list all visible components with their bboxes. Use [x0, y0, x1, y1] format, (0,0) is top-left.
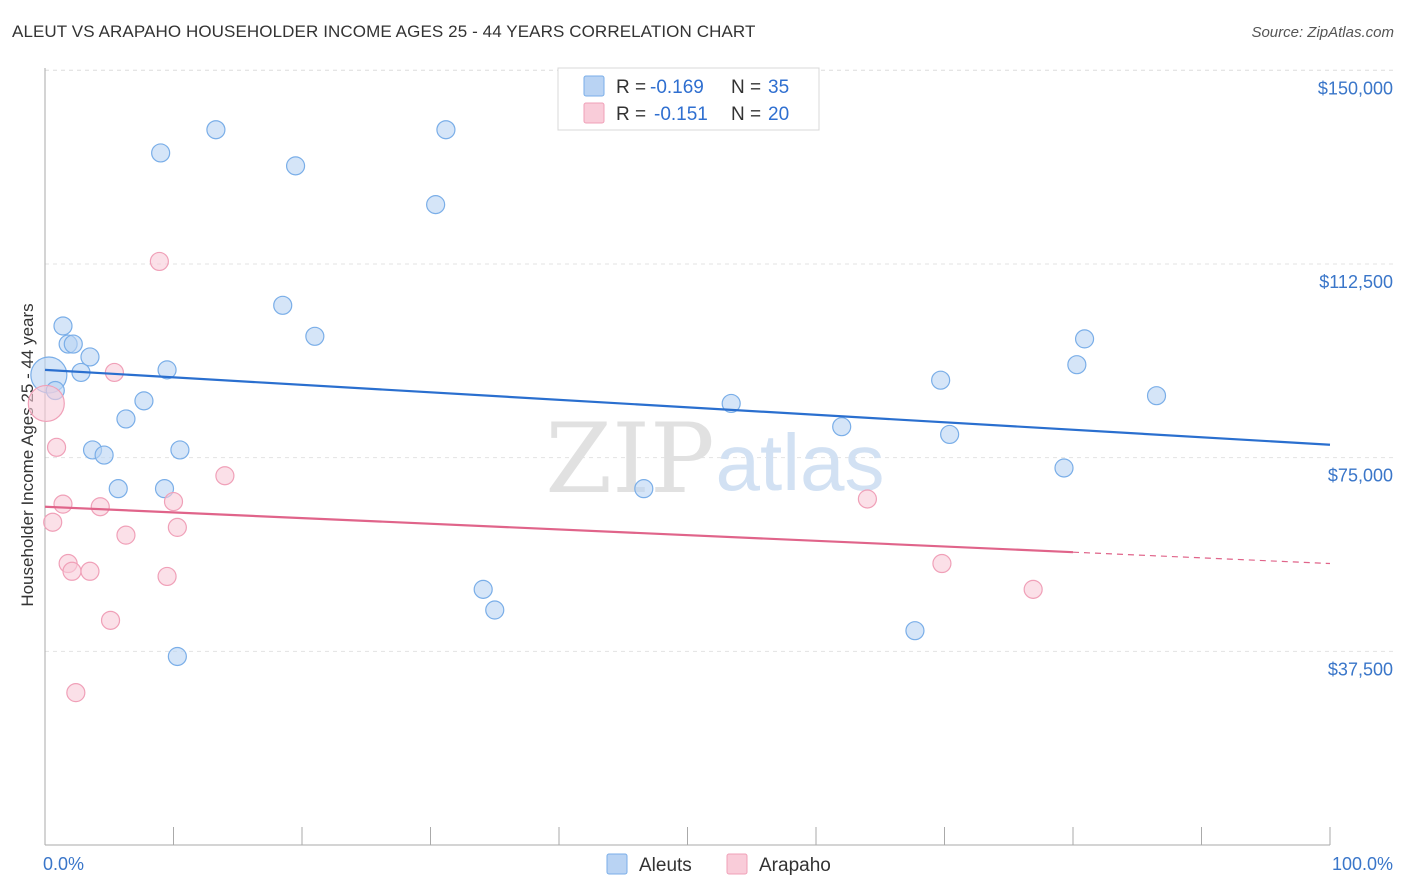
legend-r-value-aleuts: -0.169: [650, 77, 704, 98]
y-tick-label-2: $75,000: [1328, 466, 1393, 486]
point-arapaho-8: [90, 497, 110, 517]
point-arapaho-0: [27, 384, 65, 423]
legend-r-value-arapaho: -0.151: [654, 104, 708, 125]
point-aleuts-24: [485, 600, 505, 620]
bottom-legend-label-aleuts: Aleuts: [639, 855, 692, 876]
point-arapaho-1: [43, 512, 63, 532]
watermark-zip: ZIP: [545, 403, 714, 515]
point-arapaho-7: [80, 561, 100, 581]
point-aleuts-28: [905, 621, 925, 641]
point-arapaho-6: [66, 683, 86, 703]
point-arapaho-5: [62, 561, 82, 581]
trend-line-arapaho: [44, 505, 1074, 554]
legend-swatch-arapaho: [583, 102, 605, 124]
x-tick-label-max: 100.0%: [1332, 854, 1393, 874]
y-tick-label-3: $37,500: [1328, 659, 1393, 679]
chart-title: ALEUT VS ARAPAHO HOUSEHOLDER INCOME AGES…: [12, 22, 756, 41]
point-aleuts-2: [53, 316, 73, 336]
point-aleuts-29: [931, 370, 951, 390]
legend-n-label-arapaho: N =: [731, 104, 761, 125]
point-arapaho-9: [100, 610, 121, 630]
point-arapaho-14: [163, 491, 184, 512]
legend-swatch-aleuts: [583, 75, 605, 97]
point-aleuts-18: [273, 295, 293, 315]
legend-r-label-arapaho: R =: [616, 104, 646, 125]
point-aleuts-15: [170, 440, 190, 460]
x-tick-label-min: 0.0%: [43, 854, 84, 874]
point-aleuts-6: [80, 347, 100, 367]
axes: [44, 68, 1331, 846]
trend-lines: [44, 368, 1331, 565]
y-tick-label-1: $112,500: [1319, 272, 1393, 292]
point-aleuts-4: [63, 334, 83, 354]
y-tick-label-0: $150,000: [1318, 78, 1393, 98]
point-aleuts-21: [426, 195, 446, 215]
point-aleuts-33: [1074, 329, 1095, 349]
x-tick-labels: 0.0% 100.0%: [43, 854, 1393, 874]
point-aleuts-32: [1067, 355, 1087, 375]
legend-r-label-aleuts: R =: [616, 77, 646, 98]
point-arapaho-15: [167, 517, 187, 537]
point-aleuts-23: [473, 579, 493, 599]
point-arapaho-11: [116, 525, 136, 545]
point-aleuts-34: [1146, 386, 1167, 406]
point-aleuts-12: [151, 143, 171, 163]
chart-source: Source: ZipAtlas.com: [1251, 24, 1394, 41]
legend-n-value-arapaho: 20: [768, 104, 789, 125]
point-aleuts-10: [116, 409, 136, 429]
watermark-atlas: atlas: [716, 418, 885, 507]
y-tick-labels: $150,000 $112,500 $75,000 $37,500: [1318, 78, 1393, 679]
gridlines: [45, 69, 1395, 652]
trend-line-aleuts: [44, 368, 1331, 446]
legend-n-label-aleuts: N =: [731, 77, 761, 98]
point-arapaho-17: [857, 489, 878, 509]
point-aleuts-22: [436, 120, 456, 140]
point-aleuts-16: [167, 646, 187, 667]
point-aleuts-8: [94, 445, 114, 465]
point-aleuts-27: [832, 417, 852, 437]
point-arapaho-2: [46, 437, 67, 457]
point-arapaho-18: [932, 553, 952, 574]
point-aleuts-19: [285, 156, 306, 176]
series-legend: Aleuts Arapaho: [606, 853, 831, 876]
bottom-legend-label-arapaho: Arapaho: [759, 855, 831, 876]
point-aleuts-25: [634, 479, 654, 499]
point-aleuts-20: [305, 326, 325, 346]
point-arapaho-19: [1023, 579, 1043, 599]
point-arapaho-13: [157, 566, 177, 587]
point-aleuts-31: [1054, 458, 1074, 478]
data-points: [27, 120, 1167, 703]
point-aleuts-26: [721, 393, 741, 414]
bottom-legend-swatch-arapaho: [726, 853, 748, 875]
legend-n-value-aleuts: 35: [768, 77, 789, 98]
point-aleuts-17: [206, 120, 226, 140]
point-arapaho-3: [53, 494, 73, 514]
point-arapaho-16: [215, 466, 235, 486]
point-aleuts-9: [108, 479, 128, 499]
point-aleuts-30: [940, 424, 960, 445]
bottom-legend-swatch-aleuts: [606, 853, 628, 875]
point-aleuts-11: [134, 391, 154, 411]
correlation-legend: R = -0.169 N = 35 R = -0.151 N = 20: [557, 67, 820, 131]
trend-line-extension-arapaho: [1072, 551, 1331, 565]
point-arapaho-12: [149, 251, 169, 272]
point-aleuts-14: [157, 360, 177, 380]
